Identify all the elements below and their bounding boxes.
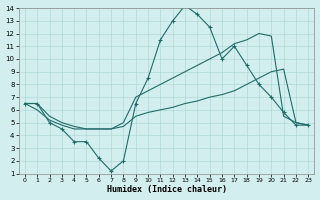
X-axis label: Humidex (Indice chaleur): Humidex (Indice chaleur) <box>107 185 227 194</box>
